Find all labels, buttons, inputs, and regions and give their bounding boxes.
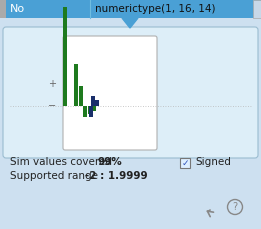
Bar — [95, 100, 99, 106]
Bar — [74, 64, 78, 106]
Polygon shape — [122, 18, 138, 28]
Bar — [91, 96, 94, 106]
Text: +: + — [48, 79, 56, 89]
FancyBboxPatch shape — [180, 158, 190, 168]
FancyBboxPatch shape — [63, 36, 157, 150]
Bar — [88, 106, 92, 114]
Text: ?: ? — [233, 202, 238, 212]
Text: numerictype(1, 16, 14): numerictype(1, 16, 14) — [95, 4, 216, 14]
FancyBboxPatch shape — [3, 27, 258, 158]
Text: -2 : 1.9999: -2 : 1.9999 — [85, 171, 148, 181]
Text: ✓: ✓ — [181, 158, 189, 167]
Text: −: − — [48, 101, 56, 111]
Bar — [79, 86, 83, 106]
Bar — [0, 0, 261, 18]
Text: Supported range: Supported range — [10, 171, 101, 181]
Text: No: No — [10, 4, 25, 14]
Bar — [0, 0, 6, 18]
Text: Signed: Signed — [195, 157, 231, 167]
Text: Sim values covered: Sim values covered — [10, 157, 115, 167]
Bar — [63, 7, 67, 106]
Bar — [89, 106, 93, 117]
Bar — [83, 106, 87, 117]
Text: 99%: 99% — [97, 157, 122, 167]
Bar — [92, 106, 96, 111]
Bar — [253, 0, 261, 18]
